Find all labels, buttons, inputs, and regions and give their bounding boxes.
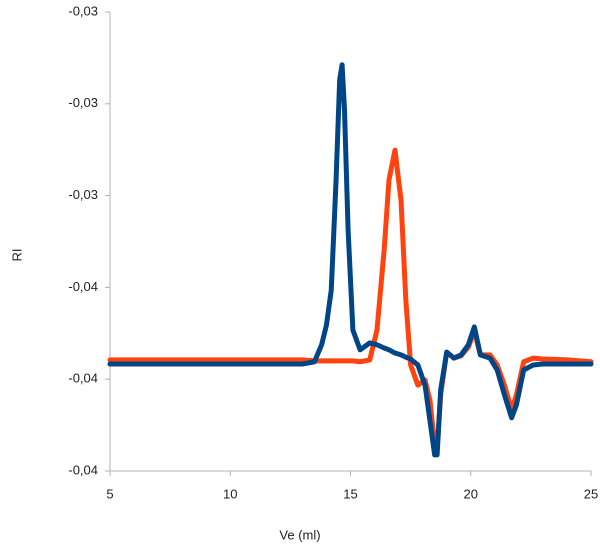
y-tick-label: -0,03 xyxy=(68,187,98,202)
y-axis-label: RI xyxy=(9,249,24,262)
series-line xyxy=(107,62,594,458)
y-tick-label: -0,04 xyxy=(68,279,98,294)
y-tick-label: -0,03 xyxy=(68,3,98,18)
y-tick-label: -0,03 xyxy=(68,95,98,110)
y-tick-label: -0,04 xyxy=(68,462,98,477)
x-tick-label: 10 xyxy=(223,486,237,501)
y-tick-label: -0,04 xyxy=(68,371,98,386)
x-tick-label: 25 xyxy=(584,486,598,501)
x-tick-label: 5 xyxy=(106,486,113,501)
x-tick-label: 20 xyxy=(464,486,478,501)
x-axis-label: Ve (ml) xyxy=(279,527,320,542)
x-tick-label: 15 xyxy=(343,486,357,501)
